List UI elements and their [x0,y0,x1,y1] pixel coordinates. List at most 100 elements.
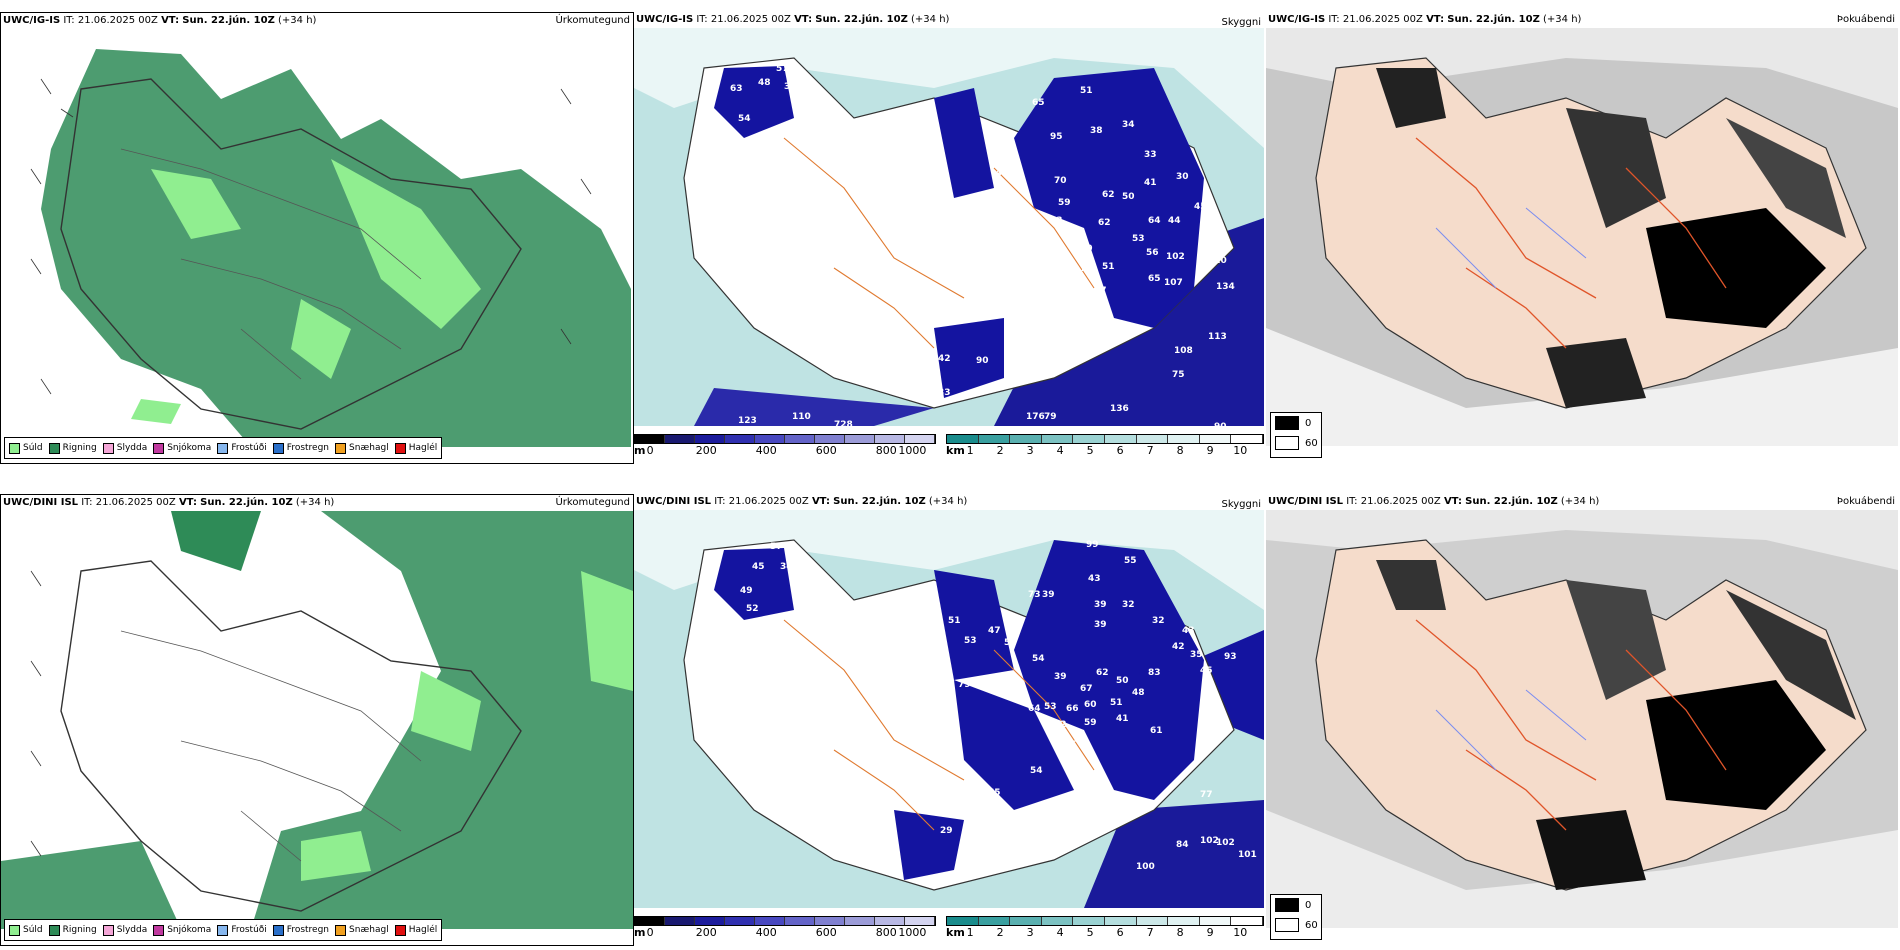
vis-number: 66 [1070,280,1083,290]
vis-number: 34 [780,562,793,572]
visibility-unit: km [946,926,965,939]
height-unit: m [634,444,646,457]
vis-number: 67 [1080,684,1093,694]
vis-number: 73 [1028,590,1041,600]
height-colorbar-bar [634,916,936,926]
legend-item: Súld [9,442,43,454]
visibility-map [634,510,1264,908]
vis-number: 45 [1194,202,1207,212]
vis-number: 33 [938,388,951,398]
tick: 6 [1116,926,1124,939]
vis-number: 38 [1090,126,1103,136]
vis-number: 93 [1224,652,1237,662]
vis-number: 62 [1098,218,1111,228]
tick: 7 [1146,444,1154,457]
tick: 3 [1026,444,1034,457]
vis-number: 29 [940,826,953,836]
vis-number: 113 [1208,332,1227,342]
vis-number: 59 [1058,198,1071,208]
tick: 9 [1206,444,1214,457]
tick: 10 [1233,926,1248,939]
vis-number: 99 [1086,540,1099,550]
vis-number: 51 [1102,262,1115,272]
vis-number: 47 [794,596,807,606]
swatch-haglel [394,442,406,454]
legend-item: Rigning [48,442,97,454]
swatch-frostudi [217,442,229,454]
vis-number: 728 [834,420,853,430]
vis-number: 57 [776,64,789,74]
vis-number: 110 [792,412,811,422]
vis-number: 50 [1080,244,1093,254]
vis-number: 56 [1146,248,1159,258]
panel-label: Þokuábendi [1836,496,1895,507]
panel-title: UWC/DINI ISL IT: 21.06.2025 00Z VT: Sun.… [636,496,968,507]
vis-number: 83 [1148,668,1161,678]
tick: 600 [815,926,837,939]
tick: 10 [1233,444,1248,457]
vis-number: 75 [1172,370,1185,380]
visibility-panel-top: UWC/IG-IS IT: 21.06.2025 00Z VT: Sun. 22… [634,12,1264,462]
fog-panel-bottom: UWC/DINI ISL IT: 21.06.2025 00Z VT: Sun.… [1266,494,1898,944]
vis-number: 54 [738,114,751,124]
vis-number: 102 [1200,836,1219,846]
vis-number: 42 [1172,642,1185,652]
vis-number: 39 [1042,590,1055,600]
tick: 200 [695,444,717,457]
swatch-snaehagl [335,924,347,936]
vis-number: 57 [1094,286,1107,296]
vis-number: 41 [1056,320,1069,330]
vis-number: 48 [1030,238,1043,248]
vis-number: 62 [1102,190,1115,200]
tick: 400 [755,926,777,939]
tick: 2 [996,444,1004,457]
swatch-slydda [102,442,114,454]
vis-number: 43 [1050,216,1063,226]
vis-number: 45 [962,234,975,244]
tick: 8 [1176,444,1184,457]
panel-label: Þokuábendi [1836,14,1895,25]
vis-number: 48 [758,78,771,88]
panel-label: Skyggni [1221,17,1261,28]
vis-number: 50 [912,366,925,376]
swatch-snjokoma [153,442,165,454]
vis-number: 49 [740,586,753,596]
vis-number: 48 [1132,688,1145,698]
vis-number: 65 [1148,274,1161,284]
swatch-snjokoma [153,924,165,936]
visibility-ticks: 1 2 3 4 5 6 7 8 9 10 [946,444,1264,458]
vis-number: 53 [1044,702,1057,712]
vis-number: 54 [1030,766,1043,776]
legend-item: Frostregn [272,924,329,936]
vis-number: 32 [1122,600,1135,610]
panel-title: UWC/DINI ISL IT: 21.06.2025 00Z VT: Sun.… [1268,496,1600,507]
vis-number: 70 [1054,176,1067,186]
legend-item: Frostúði [217,924,267,936]
vis-number: 62 [1096,668,1109,678]
fog-swatch-60 [1275,918,1299,932]
vis-number: 55 [1124,556,1137,566]
tick: 7 [1146,926,1154,939]
tick: 1000 [898,926,927,939]
swatch-rigning [48,924,60,936]
tick: 200 [695,926,717,939]
fog-swatch-60 [1275,436,1299,450]
fog-legend-item: 60 [1271,915,1321,935]
vis-number: 50 [1122,192,1135,202]
tick: 800 [875,444,897,457]
vis-number: 42 [912,800,925,810]
tick: 600 [815,444,837,457]
visibility-map [634,28,1264,426]
vis-number: 100 [1136,862,1155,872]
vis-number: 120 [1208,256,1227,266]
precip-legend: Súld Rigning Slydda Snjókoma Frostúði Fr… [4,437,443,459]
legend-item: Frostregn [272,442,329,454]
vis-number: 59 [1084,718,1097,728]
vis-number: 57 [770,542,783,552]
vis-number: 63 [932,694,945,704]
swatch-rigning [48,442,60,454]
vis-number: 70 [1080,264,1093,274]
legend-item: Slydda [102,924,147,936]
fog-legend: 0 60 [1270,412,1322,458]
panel-label: Skyggni [1221,499,1261,510]
